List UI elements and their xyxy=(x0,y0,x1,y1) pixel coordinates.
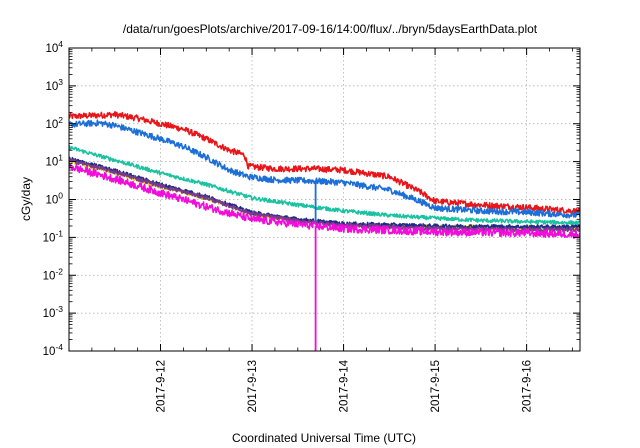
axes: 10-4 10-3 10-2 10-1 100 101 102 103 104 2017-9-12… xyxy=(43,39,581,412)
y-tick-label: 10-1 xyxy=(43,228,64,244)
series-line-2 xyxy=(69,119,580,219)
series-layer xyxy=(69,111,580,351)
y-axis-title: cGy/day xyxy=(19,177,33,221)
y-tick-label: 101 xyxy=(45,153,63,169)
y-tick-label: 10-3 xyxy=(43,304,64,320)
x-tick-label: 2017-9-13 xyxy=(247,360,259,412)
y-tick-label: 100 xyxy=(45,191,63,207)
x-tick-label: 2017-9-12 xyxy=(156,360,168,412)
x-tick-label: 2017-9-16 xyxy=(522,360,534,412)
series-line-3 xyxy=(69,144,580,226)
x-axis-title: Coordinated Universal Time (UTC) xyxy=(232,431,416,445)
series-line-7 xyxy=(69,162,580,239)
y-tick-label: 102 xyxy=(45,115,63,131)
y-tick-label: 10-4 xyxy=(43,342,64,358)
x-tick-label: 2017-9-15 xyxy=(430,360,442,412)
grid xyxy=(69,48,580,351)
y-tick-label: 103 xyxy=(45,77,63,93)
y-tick-label: 10-2 xyxy=(43,266,64,282)
x-tick-label: 2017-9-14 xyxy=(339,359,351,412)
chart-title: /data/run/goesPlots/archive/2017-09-16/1… xyxy=(123,22,538,36)
series-line-1 xyxy=(69,111,580,215)
y-tick-label: 104 xyxy=(45,39,63,55)
